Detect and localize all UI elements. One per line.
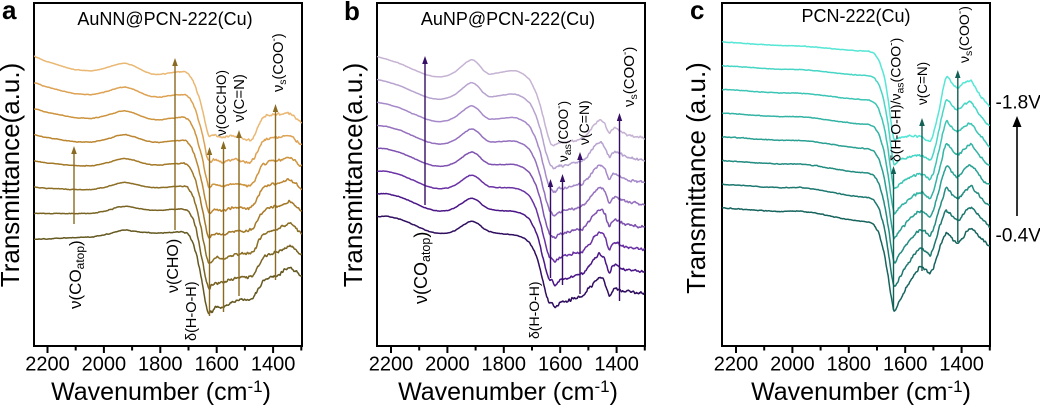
svg-text:1600: 1600 [883,354,928,376]
svg-text:1400: 1400 [594,354,639,376]
svg-text:2000: 2000 [425,354,470,376]
svg-text:ν(CHO): ν(CHO) [165,239,182,293]
svg-text:νs(COO-): νs(COO-) [268,33,289,92]
svg-text:1600: 1600 [538,354,583,376]
svg-text:ν(COatop): ν(COatop) [411,232,433,304]
svg-text:1800: 1800 [138,354,183,376]
svg-text:2200: 2200 [714,354,759,376]
svg-text:ν(OCCHO): ν(OCCHO) [214,70,229,136]
svg-text:PCN-222(Cu): PCN-222(Cu) [801,6,910,26]
svg-text:ν(C=N): ν(C=N) [576,100,592,145]
svg-text:ν(C=N): ν(C=N) [915,62,930,105]
svg-text:2200: 2200 [25,354,70,376]
svg-text:Transmittance (a.u.): Transmittance (a.u.) [681,62,711,294]
svg-text:1400: 1400 [939,354,984,376]
svg-text:1600: 1600 [194,354,239,376]
svg-text:2000: 2000 [82,354,127,376]
svg-text:Wavenumber (cm-1): Wavenumber (cm-1) [751,377,971,406]
svg-text:Transmittance(a.u.): Transmittance(a.u.) [0,63,25,287]
svg-text:1800: 1800 [827,354,872,376]
svg-text:Wavenumber (cm-1): Wavenumber (cm-1) [398,377,618,406]
svg-text:-1.8V: -1.8V [996,93,1040,114]
svg-text:Transmittance(a.u.): Transmittance(a.u.) [338,63,368,287]
svg-text:2200: 2200 [369,354,414,376]
svg-text:c: c [690,0,704,25]
svg-text:-0.4V: -0.4V [996,226,1040,247]
svg-text:1400: 1400 [251,354,296,376]
svg-text:ν(C=N): ν(C=N) [231,74,248,122]
svg-text:νs(COO-): νs(COO-) [619,47,640,107]
svg-text:Wavenumber (cm-1): Wavenumber (cm-1) [51,377,271,406]
svg-text:b: b [344,0,360,26]
svg-text:2000: 2000 [770,354,815,376]
svg-text:δ(H-O-H): δ(H-O-H) [526,281,542,339]
svg-text:δ(H-O-H)/νas(COO-): δ(H-O-H)/νas(COO-) [886,38,907,162]
svg-text:a: a [2,0,17,25]
svg-text:AuNP@PCN-222(Cu): AuNP@PCN-222(Cu) [421,9,595,29]
svg-text:δ(H-O-H): δ(H-O-H) [184,281,200,341]
svg-text:νs(COO-): νs(COO-) [954,6,975,63]
svg-text:AuNN@PCN-222(Cu): AuNN@PCN-222(Cu) [77,9,252,29]
svg-text:1800: 1800 [482,354,527,376]
